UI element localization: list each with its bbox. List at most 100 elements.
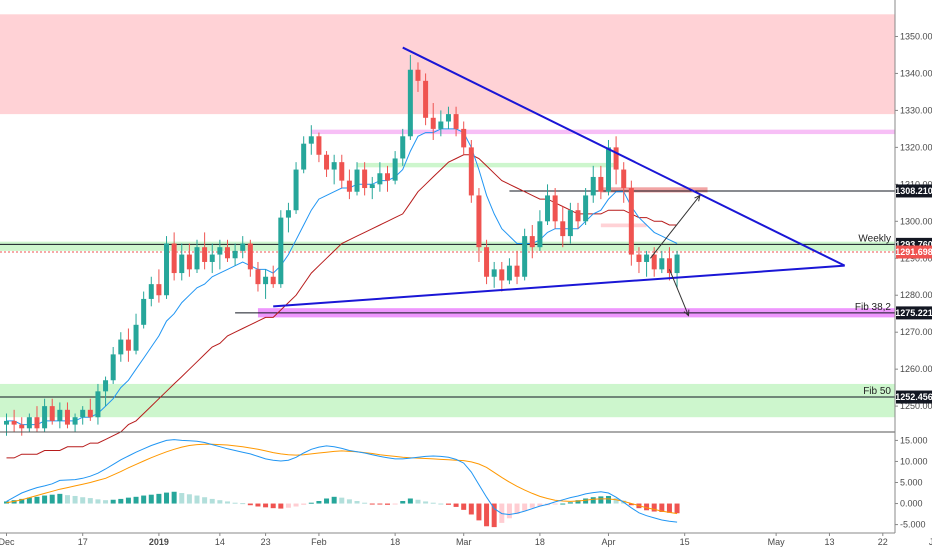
price-tick-label: 1250.000 xyxy=(900,401,932,411)
candle xyxy=(34,406,40,432)
candle xyxy=(369,176,375,200)
macd-histogram-bar xyxy=(87,498,93,504)
price-tick-label: 1270.000 xyxy=(900,327,932,337)
candle-body xyxy=(613,147,619,170)
candle xyxy=(445,106,451,129)
zone-0 xyxy=(0,14,895,115)
candle xyxy=(560,206,566,248)
macd-histogram-bar xyxy=(156,493,162,504)
candle xyxy=(346,169,352,200)
candle-body xyxy=(605,147,611,192)
macd-histogram-bar xyxy=(598,496,604,504)
macd-histogram-bar xyxy=(560,503,566,505)
candle xyxy=(621,162,627,203)
time-tick-label: 2019 xyxy=(149,537,169,547)
slow-moving-average-line xyxy=(6,154,678,459)
macd-histogram-bar xyxy=(651,503,657,512)
candle xyxy=(354,162,360,196)
annotation-label-2: Fib 50 xyxy=(863,386,891,397)
candle xyxy=(529,225,535,259)
macd-histogram-bar xyxy=(141,495,147,504)
candle xyxy=(659,250,665,274)
candle-body xyxy=(301,143,307,170)
candle xyxy=(674,250,680,288)
price-tick-label: 1260.000 xyxy=(900,364,932,374)
macd-tick-label: 10.000 xyxy=(900,456,928,466)
candle xyxy=(19,417,25,436)
candle xyxy=(301,136,307,174)
candle-body xyxy=(148,284,154,299)
candle-body xyxy=(636,254,642,262)
macd-histogram-bar xyxy=(674,503,680,514)
candle xyxy=(400,128,406,166)
macd-histogram-bar xyxy=(529,503,535,508)
candle-body xyxy=(598,176,604,192)
macd-histogram-bar xyxy=(468,503,474,515)
price-tag-label: 1308.210 xyxy=(895,186,932,196)
candle-body xyxy=(522,236,528,277)
candle-body xyxy=(583,195,589,222)
macd-histogram-bar xyxy=(666,503,672,513)
candle xyxy=(316,132,322,163)
candle xyxy=(590,165,596,203)
time-tick-label: 15 xyxy=(680,537,690,547)
candle-body xyxy=(118,339,124,355)
candle-body xyxy=(186,254,192,270)
candle-body xyxy=(560,221,566,237)
candle xyxy=(263,269,269,299)
candle-body xyxy=(362,169,368,189)
macd-histogram-bar xyxy=(362,502,368,504)
candle xyxy=(499,261,505,292)
macd-pane xyxy=(0,431,895,528)
candle xyxy=(26,413,32,432)
candle xyxy=(11,409,17,432)
candle xyxy=(87,398,93,421)
time-tick-label: 23 xyxy=(261,537,271,547)
candle xyxy=(385,165,390,192)
candle xyxy=(95,383,101,425)
macd-histogram-bar xyxy=(224,501,230,504)
macd-histogram-bar xyxy=(179,493,185,504)
macd-signal-line xyxy=(6,443,678,515)
macd-histogram-bar xyxy=(80,497,86,504)
candle xyxy=(125,328,131,362)
candle-body xyxy=(293,169,299,211)
candle xyxy=(103,376,109,407)
macd-histogram-bar xyxy=(605,495,611,504)
price-tag-layer: 1308.210 1293.760 1275.221 1252.456 1291.698 xyxy=(895,184,932,404)
candle-body xyxy=(445,114,451,122)
time-tick-label: Jun xyxy=(929,537,932,547)
macd-histogram-bar xyxy=(659,503,665,512)
candle-body xyxy=(26,417,32,429)
candle-body xyxy=(49,406,55,421)
candle-body xyxy=(324,154,330,170)
candle-body xyxy=(156,284,162,296)
time-tick-label: Dec xyxy=(0,537,15,547)
candle-body xyxy=(628,188,634,255)
candle xyxy=(453,106,459,137)
candle xyxy=(392,151,398,185)
zone-7 xyxy=(600,187,708,193)
price-tag-label: 1293.760 xyxy=(895,239,932,249)
candle-body xyxy=(270,276,276,285)
macd-histogram-bar xyxy=(644,503,650,511)
candle xyxy=(49,398,55,425)
candle-body xyxy=(545,195,551,222)
candle xyxy=(415,62,421,92)
candle-body xyxy=(499,269,505,281)
candle xyxy=(285,202,291,233)
macd-histogram-bar xyxy=(57,493,63,504)
projection-arrow-0 xyxy=(649,195,701,259)
price-tag-label: 1252.456 xyxy=(895,392,932,402)
candle xyxy=(224,239,230,262)
macd-histogram-bar xyxy=(628,503,634,506)
time-tick-label: 14 xyxy=(215,537,225,547)
time-tick-label: Apr xyxy=(601,537,615,547)
time-tick-label: Feb xyxy=(311,537,327,547)
macd-histogram-bar xyxy=(293,503,299,507)
time-tick-label: 18 xyxy=(535,537,545,547)
candle-body xyxy=(11,420,17,425)
macd-histogram-bar xyxy=(148,494,154,504)
price-tag-label: 1291.698 xyxy=(895,247,932,257)
